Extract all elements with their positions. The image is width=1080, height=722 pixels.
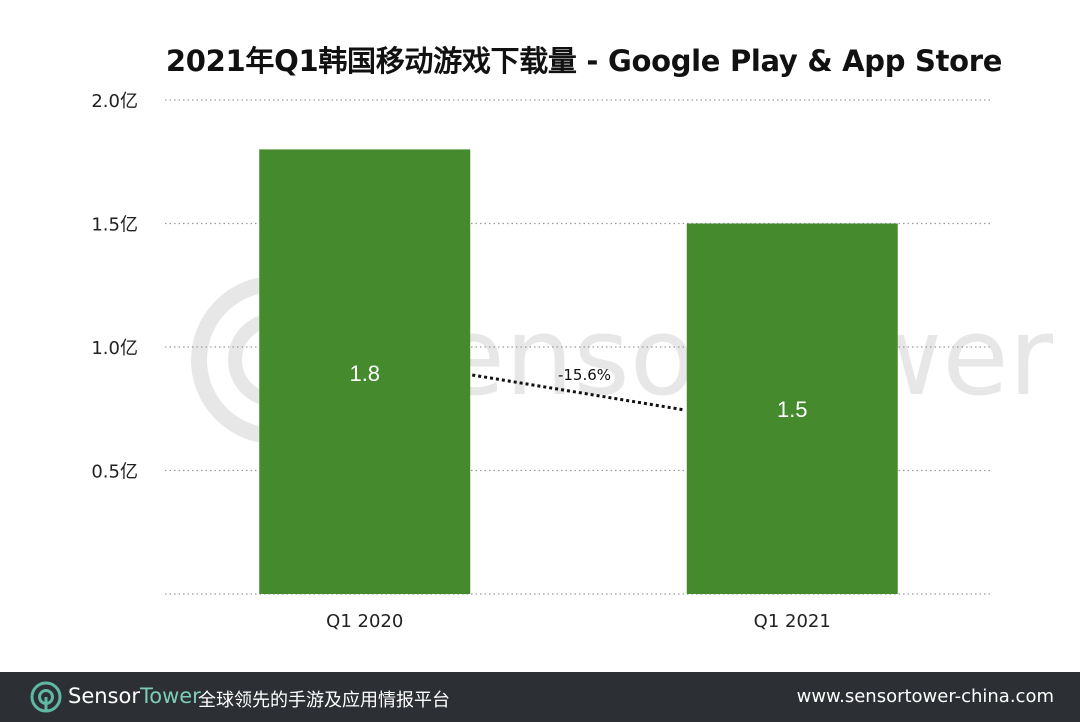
bar bbox=[259, 149, 471, 594]
footer-brand-sensor: Sensor bbox=[68, 684, 140, 708]
bar-chart: 0.5亿 1.0亿 1.5亿 2.0亿 Q1 2020 Q1 2021 1.8 1.5 -15.… bbox=[91, 91, 992, 632]
y-tick-label: 1.5亿 bbox=[91, 215, 138, 236]
footer-url[interactable]: www.sensortower-china.com bbox=[796, 686, 1054, 707]
x-tick-label: Q1 2020 bbox=[326, 611, 403, 632]
y-tick-label: 0.5亿 bbox=[91, 462, 138, 483]
y-tick-label: 1.0亿 bbox=[91, 338, 138, 359]
footer-brand-tower: Tower bbox=[139, 684, 201, 708]
chart-area: 2021年Q1韩国移动游戏下载量 - Google Play & App Sto… bbox=[91, 44, 1053, 632]
footer-tagline: 全球领先的手游及应用情报平台 bbox=[198, 690, 450, 711]
x-tick-label: Q1 2021 bbox=[754, 611, 831, 632]
footer-bar: SensorTower 全球领先的手游及应用情报平台 www.sensortow… bbox=[0, 672, 1080, 722]
data-label: 1.5 bbox=[777, 397, 808, 422]
chart-title: 2021年Q1韩国移动游戏下载量 - Google Play & App Sto… bbox=[165, 44, 1003, 78]
y-tick-label: 2.0亿 bbox=[91, 91, 138, 112]
data-label: 1.8 bbox=[349, 361, 380, 386]
footer-brand: SensorTower bbox=[68, 684, 201, 708]
bar bbox=[686, 223, 898, 594]
change-annotation: -15.6% bbox=[558, 366, 611, 384]
sensor-tower-logo-icon bbox=[30, 681, 62, 713]
